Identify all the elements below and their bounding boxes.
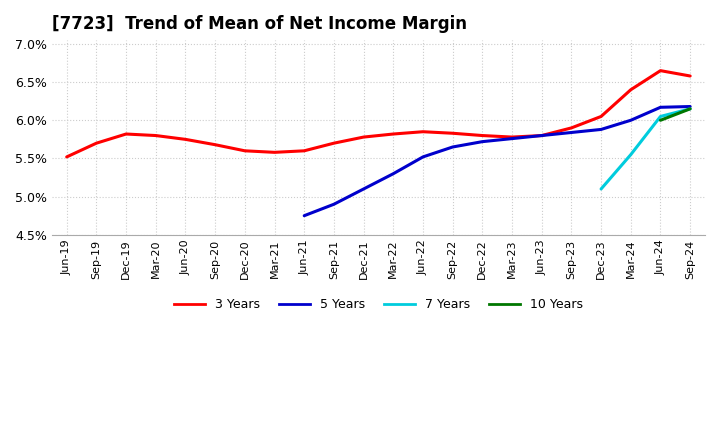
3 Years	[656, 68, 665, 73]
Line: 7 Years: 7 Years	[601, 109, 690, 189]
7 Years	[626, 152, 635, 157]
Legend: 3 Years, 5 Years, 7 Years, 10 Years: 3 Years, 5 Years, 7 Years, 10 Years	[168, 293, 588, 316]
3 Years	[359, 135, 368, 140]
5 Years	[330, 202, 338, 207]
3 Years	[686, 73, 695, 79]
5 Years	[449, 144, 457, 150]
5 Years	[537, 133, 546, 138]
3 Years	[240, 148, 249, 154]
3 Years	[418, 129, 427, 134]
3 Years	[92, 140, 101, 146]
Line: 3 Years: 3 Years	[67, 71, 690, 157]
3 Years	[567, 125, 576, 131]
3 Years	[270, 150, 279, 155]
3 Years	[151, 133, 160, 138]
3 Years	[508, 135, 516, 140]
3 Years	[478, 133, 487, 138]
10 Years	[686, 106, 695, 111]
5 Years	[300, 213, 309, 218]
3 Years	[597, 114, 606, 119]
Line: 5 Years: 5 Years	[305, 106, 690, 216]
3 Years	[181, 137, 190, 142]
5 Years	[656, 105, 665, 110]
Text: [7723]  Trend of Mean of Net Income Margin: [7723] Trend of Mean of Net Income Margi…	[52, 15, 467, 33]
5 Years	[567, 130, 576, 135]
3 Years	[211, 142, 220, 147]
10 Years	[656, 117, 665, 123]
5 Years	[389, 171, 397, 176]
5 Years	[359, 187, 368, 192]
7 Years	[686, 106, 695, 111]
3 Years	[537, 133, 546, 138]
3 Years	[389, 132, 397, 137]
5 Years	[418, 154, 427, 160]
3 Years	[449, 131, 457, 136]
5 Years	[686, 104, 695, 109]
3 Years	[63, 154, 71, 160]
3 Years	[300, 148, 309, 154]
5 Years	[626, 117, 635, 123]
Line: 10 Years: 10 Years	[660, 109, 690, 120]
5 Years	[508, 136, 516, 141]
7 Years	[597, 187, 606, 192]
5 Years	[597, 127, 606, 132]
3 Years	[330, 140, 338, 146]
7 Years	[656, 114, 665, 119]
5 Years	[478, 139, 487, 144]
3 Years	[626, 87, 635, 92]
3 Years	[122, 132, 130, 137]
